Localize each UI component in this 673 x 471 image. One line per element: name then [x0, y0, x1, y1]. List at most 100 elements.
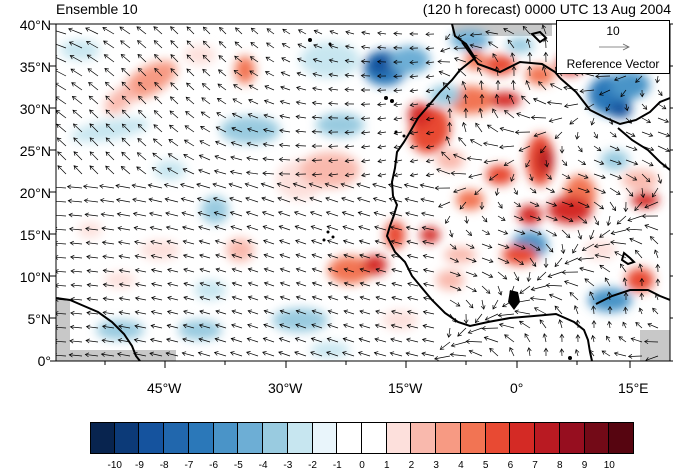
- wind-vector: [641, 103, 648, 110]
- wind-vector-head: [504, 259, 510, 264]
- wind-vector-head: [101, 240, 107, 246]
- wind-vector: [641, 131, 653, 137]
- wind-vector-head: [487, 244, 493, 249]
- wind-vector-head: [503, 230, 509, 235]
- anomaly-patch: [601, 150, 629, 170]
- wind-vector-head: [229, 351, 235, 356]
- wind-vector-head: [409, 45, 414, 51]
- wind-vector-head: [215, 309, 220, 315]
- wind-vector: [639, 307, 643, 315]
- wind-vector: [246, 172, 259, 175]
- wind-vector-head: [184, 125, 190, 130]
- wind-vector-head: [518, 320, 524, 326]
- wind-vector: [180, 184, 195, 189]
- anomaly-patch: [444, 247, 476, 263]
- wind-vector-head: [183, 295, 188, 301]
- wind-vector: [656, 75, 659, 83]
- wind-vector: [457, 33, 467, 39]
- wind-vector-head: [638, 263, 643, 268]
- wind-vector-head: [296, 71, 302, 77]
- wind-vector-head: [279, 281, 285, 286]
- wind-vector: [475, 123, 483, 133]
- wind-vector: [56, 312, 67, 315]
- wind-vector: [121, 166, 131, 175]
- wind-vector-head: [542, 333, 548, 338]
- wind-vector: [135, 255, 147, 259]
- wind-vector: [625, 131, 636, 137]
- wind-vector-head: [167, 281, 172, 287]
- wind-vector: [359, 254, 371, 259]
- wind-vector: [119, 297, 131, 301]
- wind-vector: [312, 87, 323, 91]
- wind-vector: [295, 225, 307, 231]
- wind-vector: [625, 117, 632, 124]
- wind-vector-head: [589, 235, 594, 240]
- wind-vector: [625, 159, 638, 165]
- colorbar-tick-label: 9: [581, 460, 588, 471]
- wind-vector-head: [137, 53, 142, 59]
- wind-vector-head: [250, 27, 256, 33]
- wind-vector-head: [440, 48, 445, 53]
- wind-vector: [393, 89, 403, 92]
- wind-vector: [592, 306, 595, 315]
- wind-vector: [453, 187, 467, 193]
- wind-vector: [103, 284, 115, 287]
- wind-vector-head: [327, 295, 333, 301]
- wind-vector-head: [448, 232, 454, 238]
- wind-vector: [312, 116, 323, 119]
- wind-vector: [389, 212, 403, 217]
- wind-vector: [451, 341, 467, 347]
- wind-vector: [641, 117, 651, 123]
- wind-vector: [70, 55, 83, 63]
- wind-vector-head: [233, 69, 239, 75]
- wind-vector: [148, 198, 163, 203]
- wind-vector: [343, 240, 355, 245]
- wind-vector: [569, 117, 579, 125]
- wind-vector: [251, 27, 259, 35]
- colorbar-swatch: [609, 422, 634, 454]
- wind-vector-head: [598, 91, 604, 96]
- wind-vector: [388, 184, 403, 189]
- reference-vector-box: 10 Reference Vector: [556, 20, 670, 74]
- wind-vector-head: [310, 350, 315, 356]
- wind-vector-head: [407, 281, 412, 287]
- wind-vector: [154, 82, 163, 91]
- wind-vector: [359, 310, 371, 315]
- wind-vector: [83, 185, 99, 189]
- wind-vector: [449, 229, 453, 238]
- wind-vector-head: [217, 69, 223, 74]
- wind-vector-head: [196, 196, 202, 202]
- colorbar-swatch: [164, 422, 189, 454]
- wind-vector-head: [514, 129, 520, 135]
- wind-vector: [538, 81, 547, 91]
- wind-vector: [280, 86, 291, 91]
- wind-vector: [513, 201, 521, 207]
- wind-vector-head: [390, 337, 395, 343]
- wind-vector-head: [185, 111, 190, 116]
- wind-vector: [325, 197, 339, 203]
- wind-vector-head: [279, 267, 285, 272]
- wind-vector-head: [134, 240, 139, 245]
- wind-vector-head: [359, 295, 365, 301]
- wind-vector: [328, 102, 339, 105]
- wind-vector-head: [488, 273, 494, 278]
- wind-vector: [265, 56, 275, 63]
- wind-vector: [279, 158, 291, 161]
- wind-vector-head: [309, 196, 314, 202]
- wind-vector-head: [231, 295, 237, 301]
- wind-vector-head: [520, 230, 526, 235]
- wind-vector-head: [231, 112, 237, 117]
- wind-vector-head: [327, 309, 333, 314]
- wind-vector: [407, 311, 419, 315]
- lat-label-30n: 30°N: [19, 101, 51, 117]
- wind-vector-head: [360, 87, 365, 93]
- wind-vector: [409, 61, 419, 63]
- wind-vector-head: [624, 106, 630, 112]
- wind-vector-head: [625, 226, 631, 232]
- wind-vector-head: [524, 333, 529, 338]
- wind-vector: [263, 158, 275, 161]
- wind-vector-head: [455, 302, 461, 307]
- wind-vector: [196, 183, 211, 189]
- wind-vector-head: [278, 350, 283, 356]
- wind-vector-head: [292, 182, 298, 187]
